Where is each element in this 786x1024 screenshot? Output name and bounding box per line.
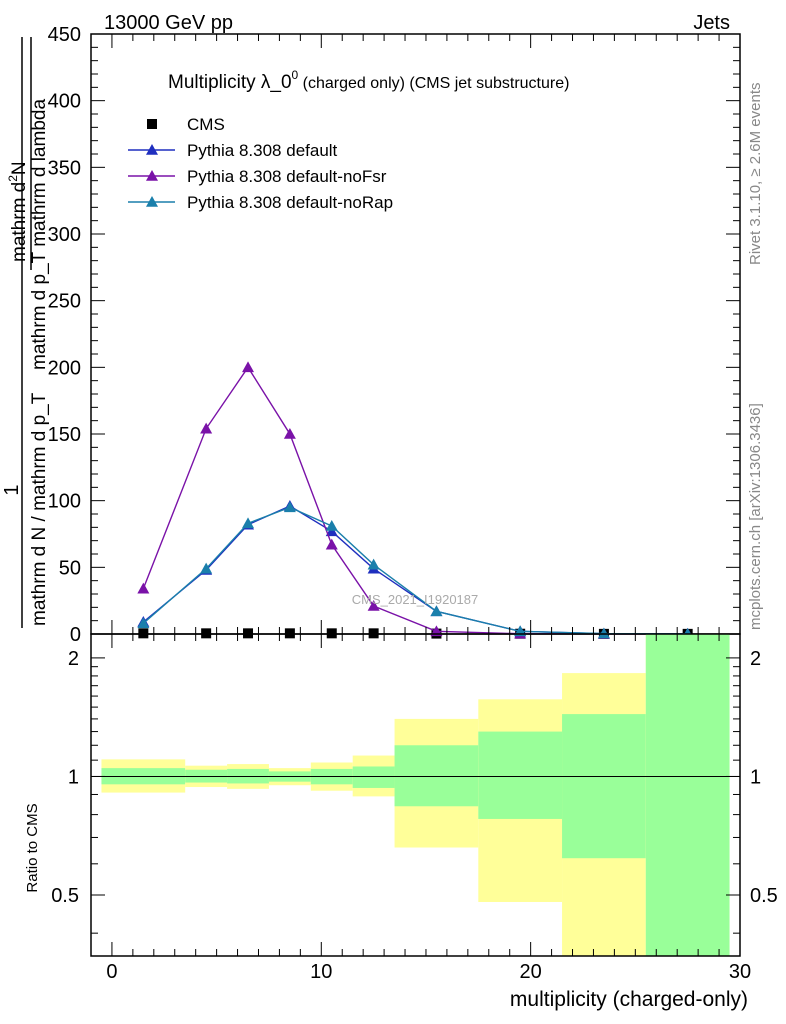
main-plot-panel: 0 50 100 150 200 250 300 350 400 450 bbox=[48, 24, 741, 646]
legend-marker-triangle bbox=[146, 170, 158, 181]
ratio-y-tick-label: 0.5 bbox=[51, 885, 79, 907]
legend-marker-triangle bbox=[146, 144, 158, 155]
legend-item-2: Pythia 8.308 default-noFsr bbox=[128, 167, 387, 186]
series-point-3 bbox=[242, 517, 255, 529]
x-tick-label: 10 bbox=[310, 961, 332, 983]
legend-item-0: CMS bbox=[147, 115, 225, 134]
ratio-y-tick-label-right: 2 bbox=[750, 648, 761, 670]
stat-uncertainty-band-8 bbox=[562, 714, 646, 859]
series-point-3 bbox=[597, 627, 610, 639]
y-label-frac2-numerator: mathrm d2N bbox=[6, 161, 30, 262]
x-tick-label: 20 bbox=[520, 961, 542, 983]
analysis-watermark: CMS_2021_I1920187 bbox=[352, 592, 479, 607]
x-axis-label: multiplicity (charged-only) bbox=[510, 988, 748, 1011]
rivet-version-label: Rivet 3.1.10, ≥ 2.6M events bbox=[747, 83, 764, 266]
plot-title-superscript: 0 bbox=[292, 68, 299, 82]
legend-label-2: Pythia 8.308 default-noFsr bbox=[187, 167, 387, 186]
series-line-3 bbox=[142, 506, 688, 635]
main-y-tick-label: 350 bbox=[48, 157, 81, 179]
legend-label-3: Pythia 8.308 default-noRap bbox=[187, 193, 393, 212]
ratio-y-axis-label: Ratio to CMS bbox=[24, 803, 41, 892]
plot-title-rest: (charged only) (CMS jet substructure) bbox=[298, 75, 569, 92]
legend-label-1: Pythia 8.308 default bbox=[187, 141, 338, 160]
series-point-3 bbox=[283, 501, 296, 513]
plot-title-main: Multiplicity λ_0 bbox=[168, 72, 292, 93]
ratio-y-tick-label: 2 bbox=[68, 648, 79, 670]
main-y-tick-label: 300 bbox=[48, 224, 81, 246]
legend-marker-triangle bbox=[146, 196, 158, 207]
main-y-tick-label: 0 bbox=[70, 624, 81, 646]
main-y-tick-label: 150 bbox=[48, 424, 81, 446]
y-label-numerator-power: 2 bbox=[6, 175, 20, 182]
series-point-2 bbox=[283, 428, 296, 439]
mcplots-label: mcplots.cern.ch [arXiv:1306.3436] bbox=[747, 403, 764, 630]
series-point-3 bbox=[137, 617, 150, 629]
y-label-numerator-d: mathrm d bbox=[9, 182, 30, 262]
stat-uncertainty-band-9 bbox=[645, 634, 730, 956]
y-label-frac1-numerator: 1 bbox=[1, 484, 23, 495]
legend-label-0: CMS bbox=[187, 115, 225, 134]
main-y-tick-label: 200 bbox=[48, 357, 81, 379]
header-right-label: Jets bbox=[693, 12, 730, 34]
plot-title: Multiplicity λ_00 (charged only) (CMS je… bbox=[168, 68, 569, 93]
series-point-3 bbox=[200, 562, 213, 574]
stat-uncertainty-band-7 bbox=[478, 731, 563, 819]
ratio-frame bbox=[90, 633, 741, 957]
legend: CMS Pythia 8.308 default Pythia 8.308 defa… bbox=[128, 115, 393, 212]
ratio-plot-panel: 0.5 0.51 12 20 10 20 30 bbox=[51, 34, 778, 983]
ratio-y-tick-label-right: 0.5 bbox=[750, 885, 778, 907]
ratio-y-tick-label: 1 bbox=[68, 766, 79, 788]
header-left-label: 13000 GeV pp bbox=[104, 12, 233, 34]
x-tick-label: 0 bbox=[106, 961, 117, 983]
ratio-y-tick-label-right: 1 bbox=[750, 766, 761, 788]
legend-item-3: Pythia 8.308 default-noRap bbox=[128, 193, 393, 212]
series-point-2 bbox=[325, 538, 338, 550]
main-y-tick-label: 250 bbox=[48, 291, 81, 313]
y-label-numerator-N: N bbox=[9, 161, 30, 175]
series-3 bbox=[137, 501, 694, 639]
y-label-frac2-denominator: mathrm d p_T mathrm d lambda bbox=[29, 99, 50, 370]
main-y-tick-label: 50 bbox=[59, 557, 81, 579]
y-label-frac1-denominator: mathrm d N / mathrm d p_T bbox=[29, 392, 50, 626]
legend-item-1: Pythia 8.308 default bbox=[128, 141, 338, 160]
stat-uncertainty-band-5 bbox=[352, 766, 395, 788]
series-point-2 bbox=[137, 582, 150, 594]
main-y-tick-label: 450 bbox=[48, 24, 81, 46]
series-point-3 bbox=[325, 520, 338, 531]
series-point-2 bbox=[242, 361, 255, 373]
series-point-3 bbox=[367, 558, 380, 570]
legend-marker-square bbox=[147, 119, 157, 129]
main-y-tick-label: 400 bbox=[48, 91, 81, 113]
stat-uncertainty-band-6 bbox=[394, 745, 479, 807]
series-point-3 bbox=[430, 605, 443, 617]
series-1 bbox=[137, 500, 694, 639]
main-y-axis-label: 1 mathrm d N / mathrm d p_T mathrm d2N m… bbox=[1, 37, 50, 628]
series-line-1 bbox=[142, 505, 688, 635]
x-tick-label: 30 bbox=[729, 961, 751, 983]
series-point-2 bbox=[200, 422, 213, 434]
main-y-tick-label: 100 bbox=[48, 491, 81, 513]
series-point-2 bbox=[367, 600, 380, 611]
